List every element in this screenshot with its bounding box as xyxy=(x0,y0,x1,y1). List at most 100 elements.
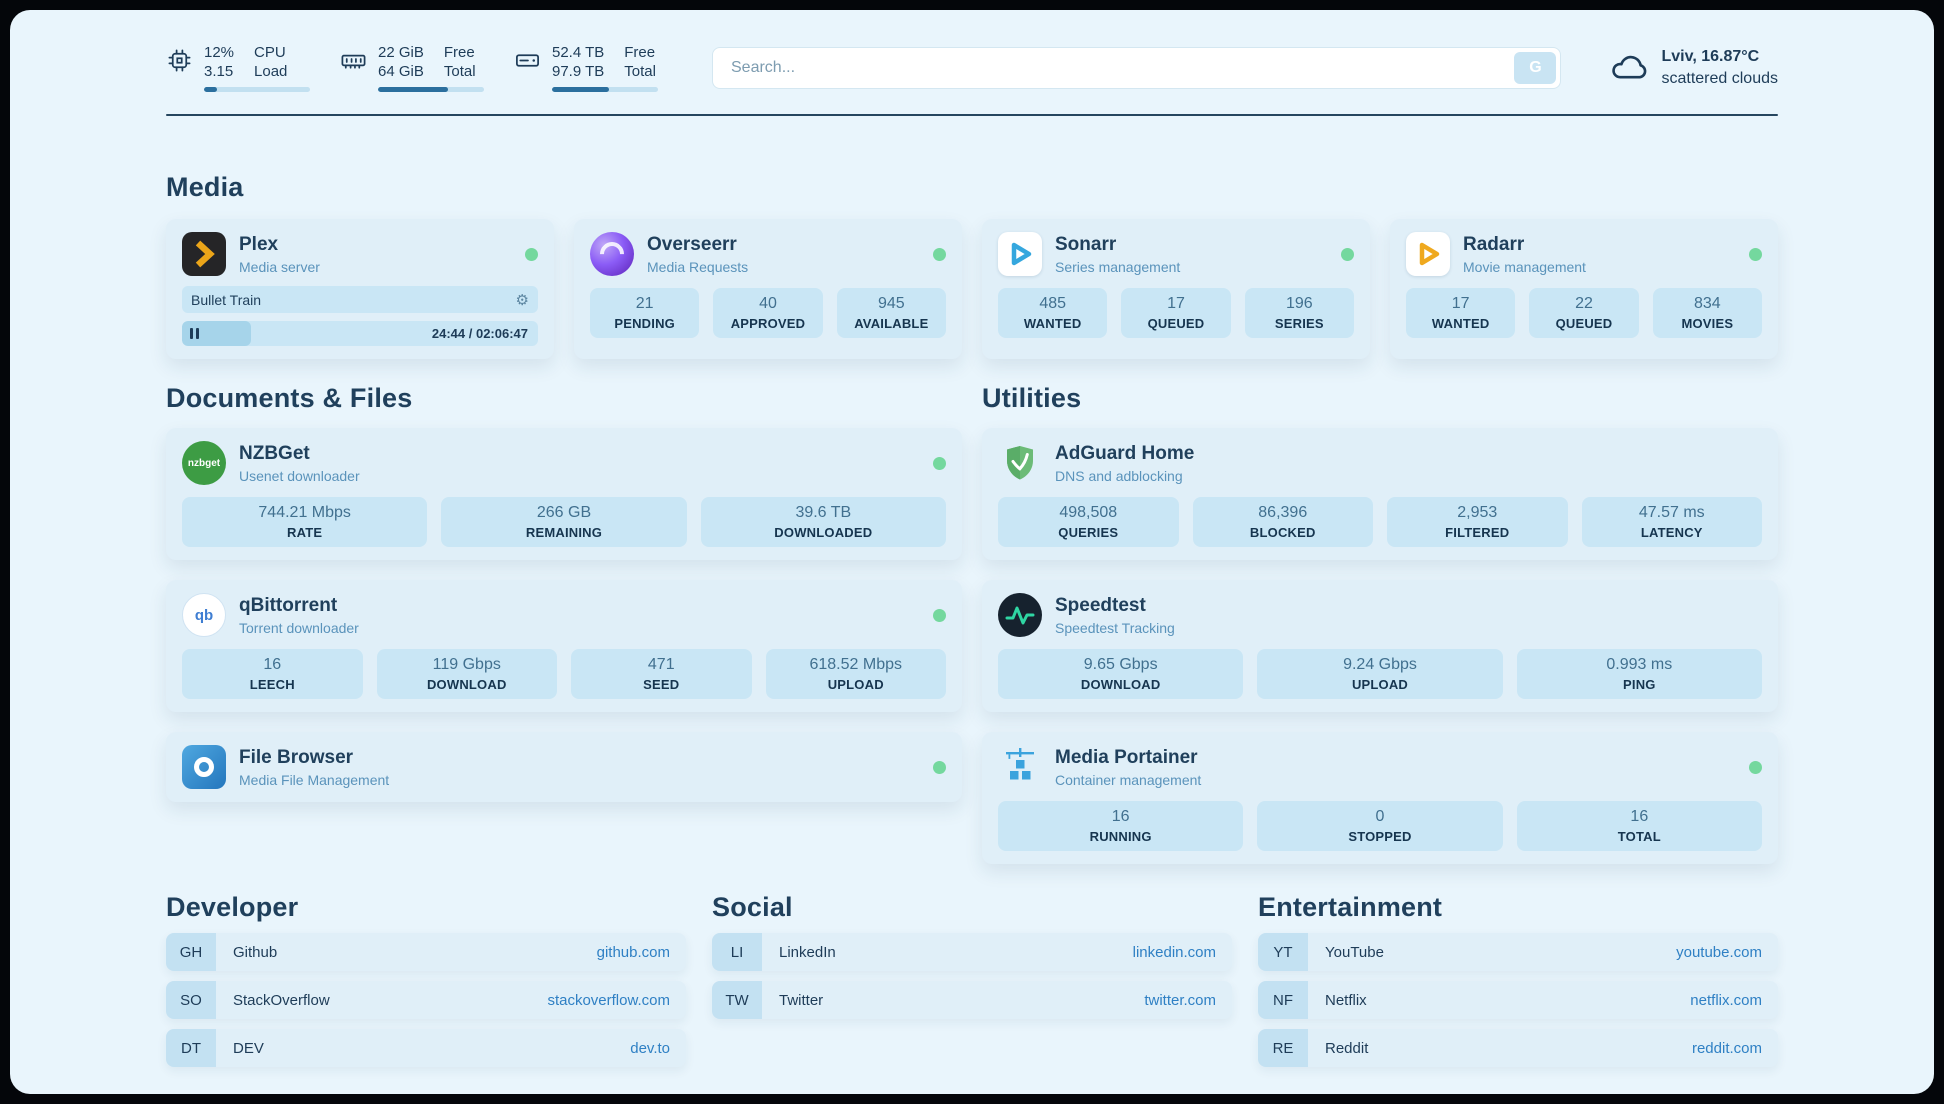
now-playing-row: Bullet Train ⚙ xyxy=(182,286,538,313)
utilities-column: Utilities xyxy=(982,383,1778,864)
stat-stopped: 0 STOPPED xyxy=(1257,801,1503,851)
bookmark-reddit[interactable]: RE Reddit reddit.com xyxy=(1258,1029,1778,1067)
radarr-app-link[interactable]: Radarr Movie management xyxy=(1406,232,1762,276)
disk-free-label: Free xyxy=(624,44,656,61)
sonarr-status-dot xyxy=(1341,247,1354,261)
bookmark-netflix[interactable]: NF Netflix netflix.com xyxy=(1258,981,1778,1019)
gear-icon[interactable]: ⚙ xyxy=(515,291,529,309)
qbittorrent-status-dot xyxy=(933,608,946,622)
stat-latency: 47.57 ms LATENCY xyxy=(1581,497,1762,547)
bookmark-url: linkedin.com xyxy=(1132,943,1216,961)
weather-condition: scattered clouds xyxy=(1661,70,1778,87)
bookmark-name: YouTube xyxy=(1325,943,1384,961)
pause-button[interactable] xyxy=(182,321,252,346)
qbittorrent-app-link[interactable]: qb qBittorrent Torrent downloader xyxy=(182,593,946,637)
bookmark-twitter[interactable]: TW Twitter twitter.com xyxy=(712,981,1232,1019)
stat-remaining: 266 GB REMAINING xyxy=(441,497,687,547)
stat-pending: 21 PENDING xyxy=(590,288,700,338)
stat-wanted: 485 WANTED xyxy=(998,288,1108,338)
memory-free-value: 22 GiB xyxy=(378,44,424,61)
stat-download: 9.65 Gbps DOWNLOAD xyxy=(998,649,1244,699)
cpu-load-value: 3.15 xyxy=(204,63,234,80)
qbittorrent-name: qBittorrent xyxy=(239,594,338,616)
bookmark-stackoverflow[interactable]: SO StackOverflow stackoverflow.com xyxy=(166,981,686,1019)
search-input[interactable] xyxy=(712,47,1562,89)
qbittorrent-icon: qb xyxy=(182,593,226,637)
bookmark-url: twitter.com xyxy=(1144,991,1216,1009)
pause-icon xyxy=(190,328,193,339)
search-engine-button[interactable]: G xyxy=(1514,52,1557,84)
bookmark-abbr: NF xyxy=(1258,981,1308,1019)
stat-ping: 0.993 ms PING xyxy=(1516,649,1762,699)
radarr-card: Radarr Movie management 17 WANTED 22 QUE… xyxy=(1390,219,1778,359)
memory-monitor: 22 GiB 64 GiB Free Total xyxy=(340,44,484,92)
entertainment-group-title: Entertainment xyxy=(1258,892,1443,922)
bookmark-linkedin[interactable]: LI LinkedIn linkedin.com xyxy=(712,933,1232,971)
nzbget-subtitle: Usenet downloader xyxy=(239,467,360,484)
cpu-load-label: Load xyxy=(254,63,288,80)
overseerr-status-dot xyxy=(933,247,946,261)
nzbget-status-dot xyxy=(933,456,946,470)
ram-icon xyxy=(341,54,366,69)
bookmark-url: stackoverflow.com xyxy=(547,991,670,1009)
media-section-title: Media xyxy=(166,172,244,202)
developer-group-title: Developer xyxy=(166,892,299,922)
portainer-icon xyxy=(998,745,1042,789)
bookmark-youtube[interactable]: YT YouTube youtube.com xyxy=(1258,933,1778,971)
plex-status-dot xyxy=(525,247,538,261)
entertainment-group: Entertainment YT YouTube youtube.com NF … xyxy=(1258,892,1778,1067)
stat-filtered: 2,953 FILTERED xyxy=(1387,497,1568,547)
adguard-card: AdGuard Home DNS and adblocking 498,508 … xyxy=(982,428,1778,560)
nzbget-app-link[interactable]: nzbget NZBGet Usenet downloader xyxy=(182,441,946,485)
bookmark-url: youtube.com xyxy=(1676,943,1762,961)
adguard-app-link[interactable]: AdGuard Home DNS and adblocking xyxy=(998,441,1762,485)
radarr-name: Radarr xyxy=(1463,233,1525,255)
developer-group: Developer GH Github github.com SO StackO… xyxy=(166,892,686,1067)
speedtest-subtitle: Speedtest Tracking xyxy=(1055,619,1175,636)
stat-downloaded: 39.6 TB DOWNLOADED xyxy=(700,497,946,547)
cpu-percent: 12% xyxy=(204,44,235,61)
bookmark-abbr: GH xyxy=(166,933,216,971)
bookmark-url: netflix.com xyxy=(1690,991,1762,1009)
overseerr-name: Overseerr xyxy=(647,233,737,255)
portainer-status-dot xyxy=(1749,760,1762,774)
nzbget-name: NZBGet xyxy=(239,442,310,464)
cpu-label: CPU xyxy=(254,44,286,61)
portainer-subtitle: Container management xyxy=(1055,771,1202,788)
bookmark-dev[interactable]: DT DEV dev.to xyxy=(166,1029,686,1067)
cpu-progress-bar xyxy=(204,87,310,92)
overseerr-subtitle: Media Requests xyxy=(647,258,749,275)
documents-column: Documents & Files nzbget NZBGet Usenet d… xyxy=(166,383,962,864)
bookmark-name: Twitter xyxy=(779,991,824,1009)
top-bar: 12% 3.15 CPU Load xyxy=(166,44,1778,92)
adguard-subtitle: DNS and adblocking xyxy=(1055,467,1183,484)
filebrowser-app-link[interactable]: File Browser Media File Management xyxy=(182,745,946,789)
stat-total: 16 TOTAL xyxy=(1516,801,1762,851)
stat-running: 16 RUNNING xyxy=(998,801,1244,851)
overseerr-card: Overseerr Media Requests 21 PENDING 40 A… xyxy=(574,219,962,359)
memory-free-label: Free xyxy=(443,44,475,61)
bookmark-name: StackOverflow xyxy=(233,991,330,1009)
stat-queued: 22 QUEUED xyxy=(1529,288,1639,338)
speedtest-app-link[interactable]: Speedtest Speedtest Tracking xyxy=(998,593,1762,637)
social-group-title: Social xyxy=(712,892,793,922)
qbittorrent-card: qb qBittorrent Torrent downloader 16 LEE… xyxy=(166,580,962,712)
bookmark-url: dev.to xyxy=(630,1039,670,1057)
filebrowser-card: File Browser Media File Management xyxy=(166,732,962,802)
utilities-section-title: Utilities xyxy=(982,383,1082,413)
sonarr-app-link[interactable]: Sonarr Series management xyxy=(998,232,1354,276)
stat-download: 119 Gbps DOWNLOAD xyxy=(376,649,557,699)
memory-total-value: 64 GiB xyxy=(378,63,424,80)
plex-app-link[interactable]: Plex Media server xyxy=(182,232,538,276)
bookmark-abbr: LI xyxy=(712,933,762,971)
stat-queries: 498,508 QUERIES xyxy=(998,497,1179,547)
stat-series: 196 SERIES xyxy=(1244,288,1354,338)
stat-leech: 16 LEECH xyxy=(182,649,363,699)
sonarr-card: Sonarr Series management 485 WANTED 17 Q… xyxy=(982,219,1370,359)
portainer-app-link[interactable]: Media Portainer Container management xyxy=(998,745,1762,789)
bookmark-github[interactable]: GH Github github.com xyxy=(166,933,686,971)
dashboard-page: 12% 3.15 CPU Load xyxy=(10,10,1934,1094)
nzbget-card: nzbget NZBGet Usenet downloader 744.21 M… xyxy=(166,428,962,560)
overseerr-app-link[interactable]: Overseerr Media Requests xyxy=(590,232,946,276)
plex-icon xyxy=(182,232,226,276)
